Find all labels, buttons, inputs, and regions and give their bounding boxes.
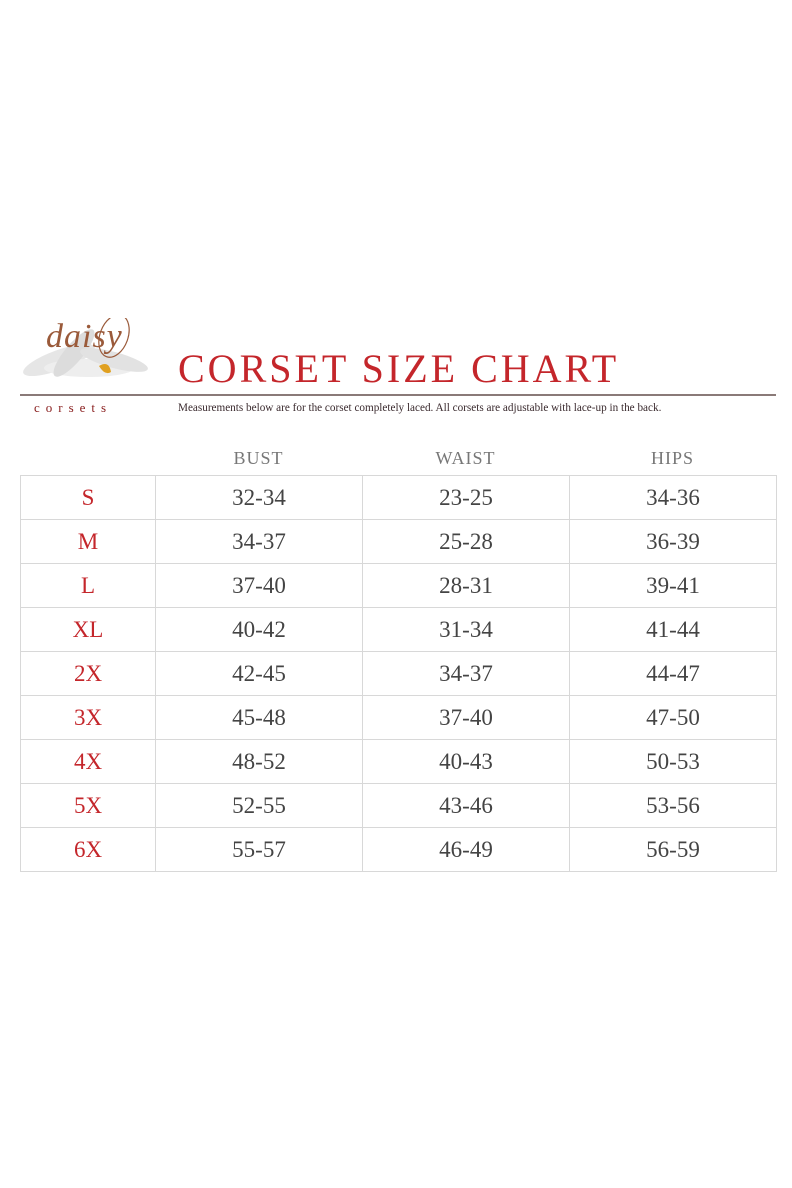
size-cell: 5X [20,783,156,828]
waist-cell: 31-34 [362,607,570,652]
hips-cell: 47-50 [569,695,777,740]
size-cell: 6X [20,827,156,872]
table-row: 5X 52-55 43-46 53-56 [20,783,777,828]
size-cell: XL [20,607,156,652]
table-row: S 32-34 23-25 34-36 [20,475,777,520]
bust-cell: 40-42 [155,607,363,652]
bust-cell: 55-57 [155,827,363,872]
column-header-hips: HIPS [650,448,694,468]
size-cell: S [20,475,156,520]
waist-cell: 40-43 [362,739,570,784]
table-row: 4X 48-52 40-43 50-53 [20,739,777,784]
table-row: 6X 55-57 46-49 56-59 [20,827,777,872]
waist-cell: 37-40 [362,695,570,740]
daisy-corsets-logo: daisy corsets [14,318,164,418]
logo-script: daisy [46,318,123,355]
bust-cell: 42-45 [155,651,363,696]
waist-cell: 34-37 [362,651,570,696]
hips-cell: 53-56 [569,783,777,828]
table-row: M 34-37 25-28 36-39 [20,519,777,564]
size-cell: 3X [20,695,156,740]
bust-cell: 34-37 [155,519,363,564]
hips-cell: 39-41 [569,563,777,608]
title-divider [20,394,776,396]
waist-cell: 23-25 [362,475,570,520]
size-cell: 2X [20,651,156,696]
hips-cell: 36-39 [569,519,777,564]
size-table: S 32-34 23-25 34-36 M 34-37 25-28 36-39 L 37-40 28… [20,475,777,872]
size-cell: 4X [20,739,156,784]
bust-cell: 52-55 [155,783,363,828]
waist-cell: 28-31 [362,563,570,608]
waist-cell: 46-49 [362,827,570,872]
waist-cell: 43-46 [362,783,570,828]
column-header-bust: BUST [233,448,284,468]
hips-cell: 34-36 [569,475,777,520]
waist-cell: 25-28 [362,519,570,564]
subtitle: Measurements below are for the corset co… [178,402,662,414]
hips-cell: 56-59 [569,827,777,872]
bust-cell: 32-34 [155,475,363,520]
daisy-flower-icon [23,318,148,377]
bust-cell: 45-48 [155,695,363,740]
hips-cell: 44-47 [569,651,777,696]
hips-cell: 41-44 [569,607,777,652]
column-header-waist: WAIST [435,448,496,468]
logo-subtext: corsets [34,400,113,415]
table-row: L 37-40 28-31 39-41 [20,563,777,608]
size-cell: M [20,519,156,564]
size-cell: L [20,563,156,608]
page-title: CORSET SIZE CHART [178,346,620,391]
bust-cell: 37-40 [155,563,363,608]
table-row: 3X 45-48 37-40 47-50 [20,695,777,740]
hips-cell: 50-53 [569,739,777,784]
table-row: XL 40-42 31-34 41-44 [20,607,777,652]
table-row: 2X 42-45 34-37 44-47 [20,651,777,696]
bust-cell: 48-52 [155,739,363,784]
